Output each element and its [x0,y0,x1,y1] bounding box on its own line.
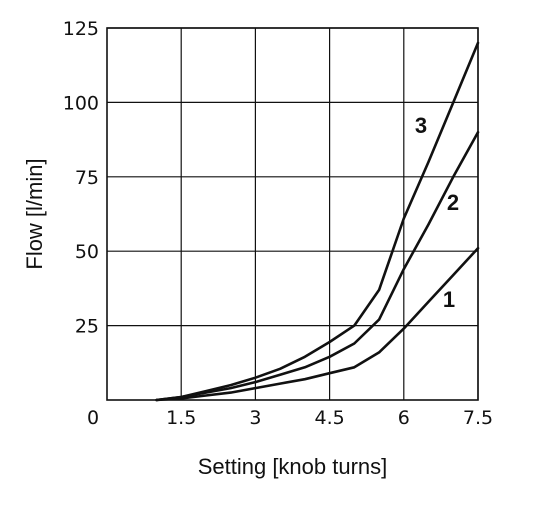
series-lines [155,41,480,402]
x-tick-label: 7.5 [463,407,493,429]
x-axis-label: Setting [knob turns] [198,454,388,479]
origin-tick-label: 0 [87,407,99,429]
y-tick-label: 25 [75,316,99,338]
y-axis-label: Flow [l/min] [22,158,47,269]
x-tick-label: 3 [249,407,261,429]
tick-labels: 1.5 3 4.5 6 7.5 25 50 75 100 125 0 [63,18,493,429]
x-tick-label: 6 [398,407,410,429]
series-line-1 [155,246,480,402]
series-line-3 [155,41,480,402]
x-tick-label: 1.5 [166,407,196,429]
series-label-2: 2 [447,190,459,215]
y-tick-label: 50 [75,241,99,263]
series-label-1: 1 [443,287,455,312]
y-tick-label: 75 [75,167,99,189]
series-line-2 [155,130,480,402]
y-tick-label: 125 [63,18,99,40]
plot-frame [106,27,479,401]
y-tick-label: 100 [63,92,99,114]
grid [107,27,479,400]
series-label-3: 3 [415,113,427,138]
series-labels: 1 2 3 [415,113,459,312]
x-tick-label: 4.5 [314,407,344,429]
